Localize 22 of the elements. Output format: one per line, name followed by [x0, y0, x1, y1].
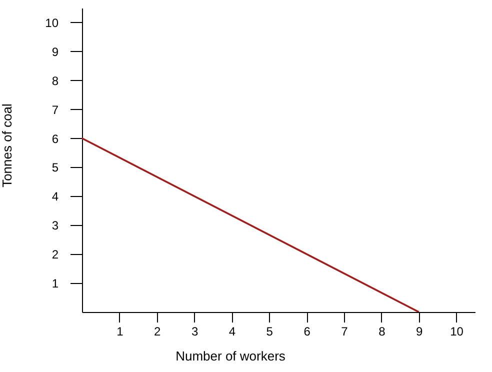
x-axis-title: Number of workers	[176, 348, 286, 364]
x-tick-label: 7	[341, 324, 348, 338]
y-axis-title: Tonnes of coal	[0, 103, 14, 188]
y-tick-label: 3	[52, 218, 59, 233]
x-tick-label: 3	[191, 324, 198, 338]
y-tick-label: 8	[52, 74, 59, 88]
x-tick-label: 8	[378, 324, 386, 338]
x-tick-label: 10	[450, 324, 464, 338]
y-tick-label: 2	[52, 248, 59, 262]
y-tick-label: 1	[52, 276, 59, 291]
y-tick-label: 4	[52, 190, 59, 204]
x-tick-label: 5	[266, 324, 274, 338]
x-tick-label: 1	[116, 324, 124, 338]
x-tick-label: 4	[228, 324, 236, 338]
y-tick-label: 5	[52, 160, 59, 175]
x-tick-label: 9	[416, 324, 424, 338]
x-tick-label: 2	[154, 324, 162, 338]
y-tick-label: 10	[45, 16, 59, 30]
y-tick-label: 9	[52, 44, 59, 59]
y-tick-label: 7	[52, 102, 59, 117]
y-tick-label: 6	[52, 132, 59, 146]
x-tick-label: 6	[304, 324, 311, 338]
